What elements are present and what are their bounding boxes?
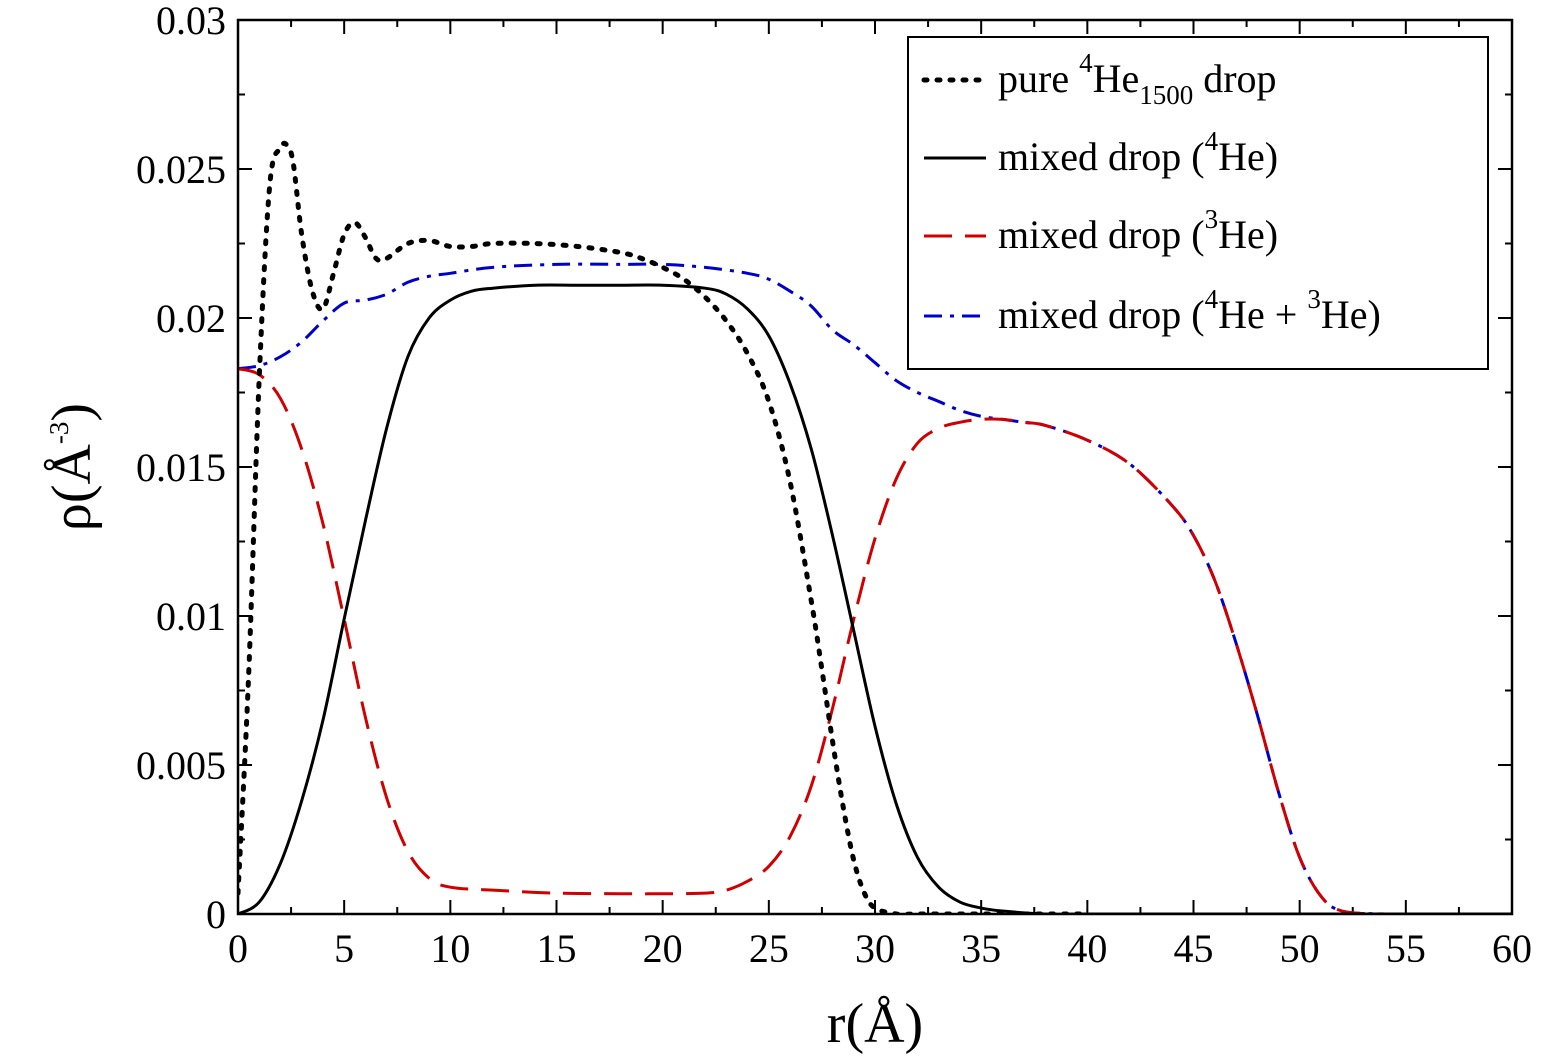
x-tick-label: 35 [961,926,1001,971]
legend-label-part: mixed drop ( [998,212,1205,257]
series-line-pure [238,140,1090,914]
y-tick-label: 0.025 [136,147,226,192]
x-tick-label: 0 [228,926,248,971]
legend-label-part: He) [1218,134,1278,179]
x-tick-label: 60 [1492,926,1532,971]
legend-label-part: 3 [1205,204,1219,234]
legend-label-part: He [1093,56,1140,101]
legend-label-part: 4 [1205,126,1219,156]
series-line-total [238,262,1512,914]
legend-label-part: He + [1218,292,1307,337]
y-tick-labels: 0 0.005 0.01 0.015 0.02 0.025 0.03 [136,0,226,937]
x-tick-label: 45 [1174,926,1214,971]
y-axis-label-base: ρ(Å [41,444,103,532]
series-line-he3 [238,367,1512,914]
y-tick-label: 0.005 [136,743,226,788]
y-axis-label-close: ) [41,403,103,422]
y-tick-label: 0.015 [136,445,226,490]
x-tick-label: 5 [334,926,354,971]
series-line-he4 [238,283,1512,914]
legend-label-he4: mixed drop (4He) [998,126,1278,179]
x-tick-label: 50 [1280,926,1320,971]
x-tick-labels: 0 5 10 15 20 25 30 35 40 45 50 55 60 [228,926,1532,971]
legend-label-part: pure [998,56,1079,101]
y-tick-label: 0.03 [156,0,226,43]
legend-label-pure: pure 4He1500 drop [998,48,1277,110]
y-axis-label: ρ(Å-3) [41,403,103,531]
y-tick-label: 0.01 [156,594,226,639]
legend-label-part: drop [1193,56,1276,101]
series-layer [238,140,1512,914]
legend-label-part: He) [1321,292,1381,337]
legend-label-he3: mixed drop (3He) [998,204,1278,257]
legend-label-total: mixed drop (4He + 3He) [998,284,1381,337]
x-tick-label: 10 [430,926,470,971]
y-tick-label: 0 [206,892,226,937]
x-tick-label: 25 [749,926,789,971]
x-tick-label: 30 [855,926,895,971]
x-tick-label: 20 [643,926,683,971]
legend-label-part: mixed drop ( [998,292,1205,337]
y-tick-label: 0.02 [156,296,226,341]
plot-frame [236,18,1514,916]
x-tick-label: 40 [1067,926,1107,971]
y-axis-label-exponent: -3 [44,422,74,445]
legend-label-part: He) [1218,212,1278,257]
legend-label-part: 4 [1079,48,1093,78]
x-tick-label: 15 [537,926,577,971]
x-tick-label: 55 [1386,926,1426,971]
legend-label-part: 4 [1205,284,1219,314]
legend-label-part: 1500 [1139,80,1193,110]
legend-label-part: mixed drop ( [998,134,1205,179]
legend-box [907,36,1489,370]
legend-label-part: 3 [1307,284,1321,314]
x-axis-label: r(Å) [827,993,923,1055]
